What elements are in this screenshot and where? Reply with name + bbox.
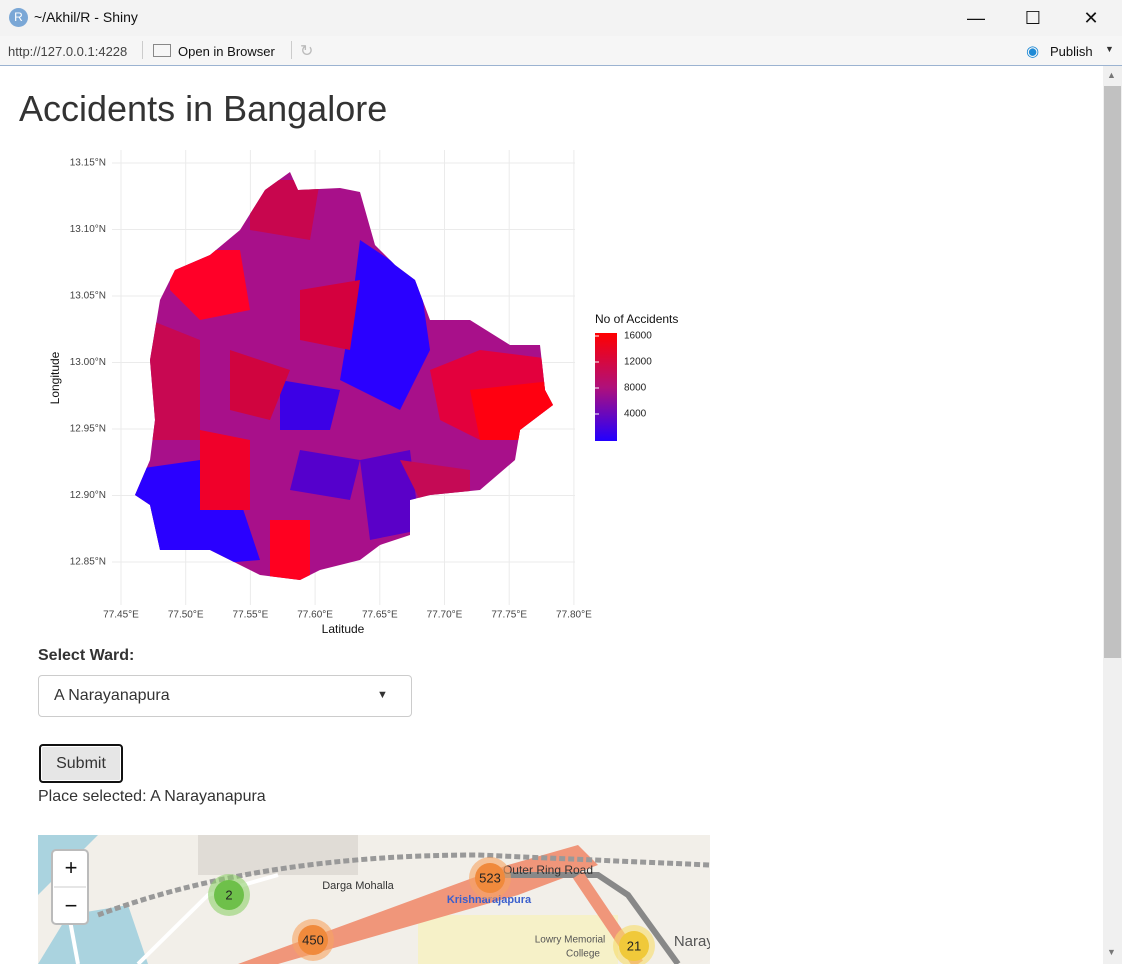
zoom-in[interactable]: +	[65, 855, 78, 880]
map-label: Darga Mohalla	[322, 880, 394, 892]
leaflet-map[interactable]: Darga Mohalla Krishnarajapura Outer Ring R…	[38, 835, 710, 964]
scroll-up[interactable]: ▲	[1107, 70, 1116, 80]
legend-tick-label: 8000	[624, 383, 647, 394]
app-title: Accidents in Bangalore	[19, 88, 388, 129]
close[interactable]: ✕	[1083, 8, 1099, 28]
wards	[135, 172, 553, 580]
refresh[interactable]: ↻	[300, 43, 314, 60]
cluster-count: 2	[225, 887, 232, 902]
x-tick-label: 77.80°E	[556, 610, 592, 621]
x-tick-label: 77.75°E	[491, 610, 527, 621]
cluster-count: 523	[479, 870, 501, 885]
y-tick-label: 13.10°N	[70, 224, 106, 235]
y-tick-label: 12.90°N	[70, 490, 106, 501]
x-tick-label: 77.60°E	[297, 610, 333, 621]
select-label: Select Ward:	[38, 647, 135, 664]
separator	[291, 41, 292, 59]
y-axis-label: Longitude	[48, 351, 62, 404]
cluster-core	[619, 931, 649, 961]
scroll-down[interactable]: ▼	[1107, 947, 1116, 957]
x-tick-label: 77.45°E	[103, 610, 139, 621]
cluster-count: 450	[302, 932, 324, 947]
publish-menu[interactable]: ▼	[1105, 44, 1114, 54]
legend-tick-label: 12000	[624, 357, 652, 368]
maximize[interactable]: ☐	[1024, 8, 1042, 28]
title-bar: R ~/Akhil/R - Shiny — ☐ ✕	[0, 0, 1122, 36]
x-tick-label: 77.50°E	[168, 610, 204, 621]
x-tick-label: 77.55°E	[233, 610, 269, 621]
browser-icon	[153, 44, 171, 57]
scroll-thumb[interactable]	[1104, 86, 1121, 658]
map-label: Krishnarajapura	[447, 894, 532, 906]
ward-select[interactable]: A Narayanapura ▼	[38, 675, 412, 717]
legend-tick-label: 16000	[624, 331, 652, 342]
select-caret: ▼	[377, 689, 388, 701]
choropleth: No of Accidents Latitude Longitude 77.45…	[48, 150, 678, 636]
publish[interactable]: Publish	[1050, 44, 1093, 59]
y-tick-label: 12.85°N	[70, 557, 106, 568]
map-label: Outer Ring Road	[503, 863, 593, 877]
separator	[142, 41, 143, 59]
x-tick-label: 77.65°E	[362, 610, 398, 621]
cluster-count: 21	[627, 938, 641, 953]
cluster-core	[475, 863, 505, 893]
legend-bar	[595, 333, 617, 441]
y-tick-label: 12.95°N	[70, 424, 106, 435]
publish-icon: ◉	[1026, 43, 1040, 60]
legend-title: No of Accidents	[595, 312, 678, 326]
x-axis-label: Latitude	[322, 622, 365, 636]
cluster-core	[298, 925, 328, 955]
cluster-marker[interactable]: 523	[469, 857, 511, 899]
map-label: Lowry Memorial	[535, 935, 606, 946]
x-tick-label: 77.70°E	[427, 610, 463, 621]
legend-tick-label: 4000	[624, 409, 647, 420]
cluster-marker[interactable]: 2	[208, 874, 250, 916]
y-tick-label: 13.00°N	[70, 357, 106, 368]
submit-button[interactable]: Submit	[39, 744, 123, 783]
y-tick-label: 13.15°N	[70, 158, 106, 169]
url: http://127.0.0.1:4228	[8, 44, 128, 59]
result-text: Place selected: A Narayanapura	[38, 788, 266, 805]
select-value: A Narayanapura	[54, 687, 170, 704]
zoom-out[interactable]: −	[65, 893, 78, 918]
cluster-marker[interactable]: 21	[613, 925, 655, 964]
cluster-core	[214, 880, 244, 910]
map-label: Naraya	[674, 933, 710, 950]
r-icon: R	[9, 8, 28, 27]
minimize[interactable]: —	[967, 8, 985, 28]
cluster-marker[interactable]: 450	[292, 919, 334, 961]
open-in-browser[interactable]: Open in Browser	[178, 44, 275, 59]
map-label: College	[566, 949, 600, 960]
toolbar: http://127.0.0.1:4228 Open in Browser ↻ …	[0, 36, 1122, 66]
window-title: ~/Akhil/R - Shiny	[34, 9, 138, 25]
y-tick-label: 13.05°N	[70, 291, 106, 302]
